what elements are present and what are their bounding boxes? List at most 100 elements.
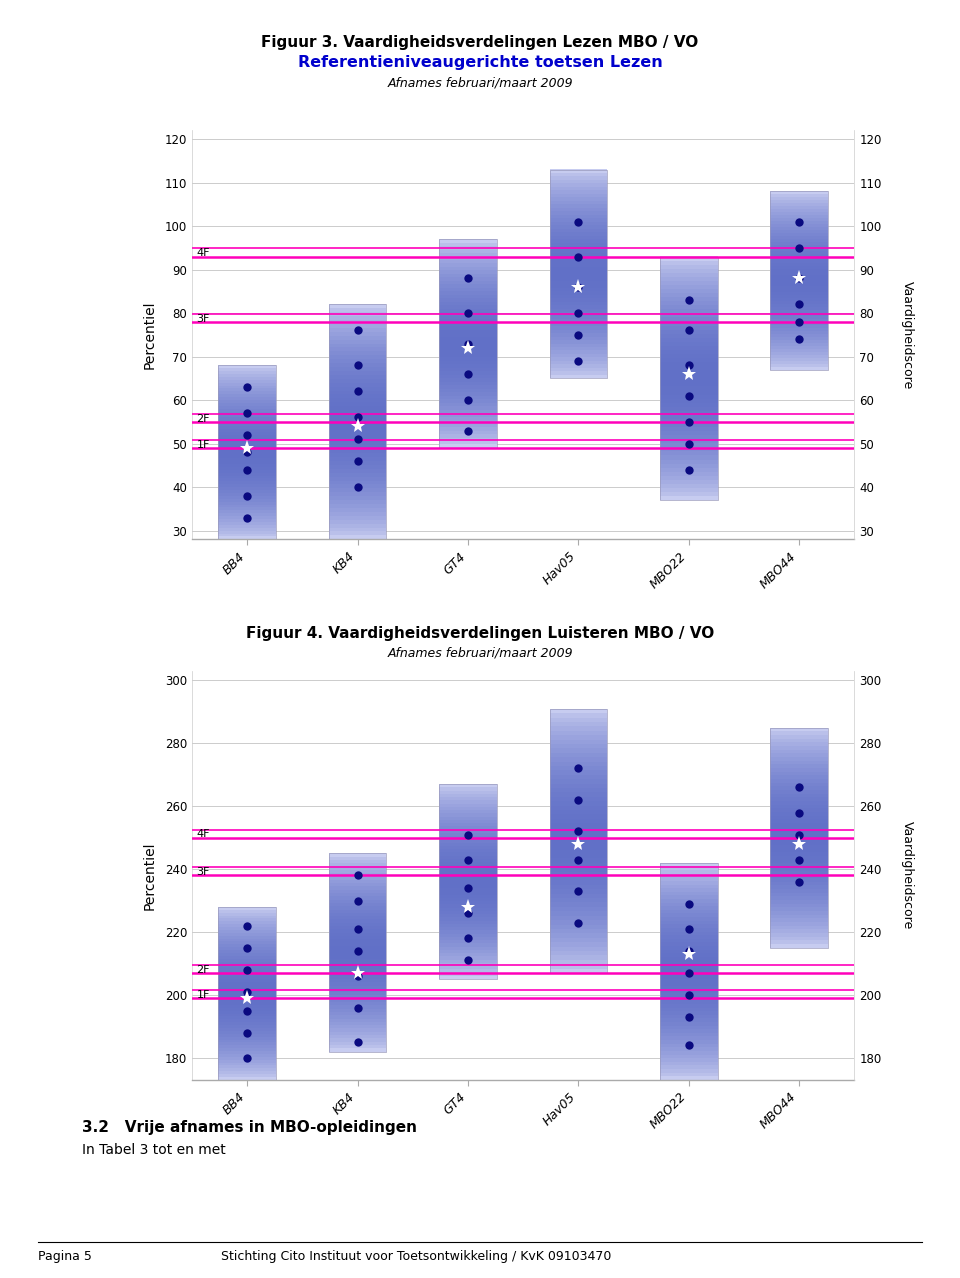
Bar: [771, 289, 828, 293]
Bar: [329, 422, 386, 426]
Bar: [440, 787, 496, 791]
Bar: [219, 426, 276, 429]
Bar: [550, 221, 607, 225]
Bar: [771, 192, 828, 194]
Bar: [660, 272, 717, 277]
Bar: [660, 313, 717, 317]
Bar: [550, 924, 607, 929]
Bar: [329, 866, 386, 870]
Bar: [219, 924, 276, 927]
Bar: [771, 757, 828, 760]
Bar: [329, 1035, 386, 1039]
Bar: [440, 336, 496, 340]
Bar: [550, 841, 607, 845]
Bar: [329, 332, 386, 336]
Bar: [550, 344, 607, 348]
Bar: [219, 507, 276, 510]
Bar: [550, 748, 607, 753]
Text: 4F: 4F: [197, 248, 210, 258]
Bar: [329, 399, 386, 403]
Bar: [329, 1008, 386, 1012]
Bar: [329, 873, 386, 877]
Bar: [660, 382, 717, 386]
Bar: [329, 1015, 386, 1019]
Bar: [660, 484, 717, 488]
Bar: [771, 929, 828, 933]
Bar: [550, 726, 607, 731]
Bar: [329, 336, 386, 340]
Bar: [550, 881, 607, 884]
Bar: [660, 321, 717, 326]
Bar: [771, 192, 828, 369]
Bar: [440, 295, 496, 298]
Bar: [660, 399, 717, 403]
Bar: [219, 1074, 276, 1077]
Bar: [771, 831, 828, 835]
Bar: [771, 764, 828, 768]
Bar: [329, 403, 386, 406]
Bar: [660, 410, 717, 415]
Bar: [550, 190, 607, 194]
Bar: [550, 245, 607, 249]
Bar: [329, 927, 386, 929]
Bar: [219, 516, 276, 519]
Bar: [550, 340, 607, 344]
Bar: [329, 458, 386, 461]
Bar: [550, 309, 607, 312]
Bar: [660, 455, 717, 460]
Bar: [550, 884, 607, 889]
Bar: [329, 889, 386, 893]
Bar: [329, 1042, 386, 1045]
Bar: [219, 391, 276, 395]
Bar: [550, 346, 607, 350]
Bar: [771, 727, 828, 731]
Bar: [219, 907, 276, 910]
Bar: [329, 958, 386, 962]
Bar: [660, 1015, 717, 1019]
Bar: [440, 863, 496, 865]
Bar: [771, 331, 828, 334]
Bar: [329, 975, 386, 979]
Text: Figuur 3. Vaardigheidsverdelingen Lezen MBO / VO: Figuur 3. Vaardigheidsverdelingen Lezen …: [261, 35, 699, 50]
Bar: [771, 749, 828, 753]
Bar: [771, 295, 828, 298]
Bar: [440, 284, 496, 288]
Bar: [219, 1022, 276, 1025]
Bar: [329, 308, 386, 312]
Bar: [660, 289, 717, 293]
Bar: [660, 914, 717, 918]
Bar: [219, 933, 276, 935]
Bar: [440, 859, 496, 863]
Bar: [771, 280, 828, 284]
Bar: [440, 797, 496, 800]
Bar: [440, 302, 496, 305]
Bar: [771, 856, 828, 860]
Bar: [550, 330, 607, 334]
Bar: [440, 962, 496, 966]
Bar: [440, 953, 496, 956]
Bar: [771, 925, 828, 929]
Bar: [329, 382, 386, 387]
Bar: [219, 1077, 276, 1080]
Bar: [660, 961, 717, 964]
Bar: [550, 907, 607, 911]
Bar: [771, 892, 828, 896]
Bar: [550, 194, 607, 197]
Bar: [771, 197, 828, 201]
Bar: [219, 1039, 276, 1043]
Bar: [440, 239, 496, 243]
Bar: [660, 326, 717, 330]
Bar: [660, 866, 717, 870]
Bar: [219, 510, 276, 514]
Bar: [660, 964, 717, 967]
Bar: [440, 409, 496, 413]
Bar: [660, 391, 717, 395]
Bar: [219, 521, 276, 525]
Bar: [660, 419, 717, 423]
Bar: [771, 257, 828, 259]
Bar: [771, 275, 828, 277]
Bar: [219, 1016, 276, 1020]
Bar: [329, 418, 386, 422]
Bar: [329, 996, 386, 998]
Bar: [660, 257, 717, 261]
